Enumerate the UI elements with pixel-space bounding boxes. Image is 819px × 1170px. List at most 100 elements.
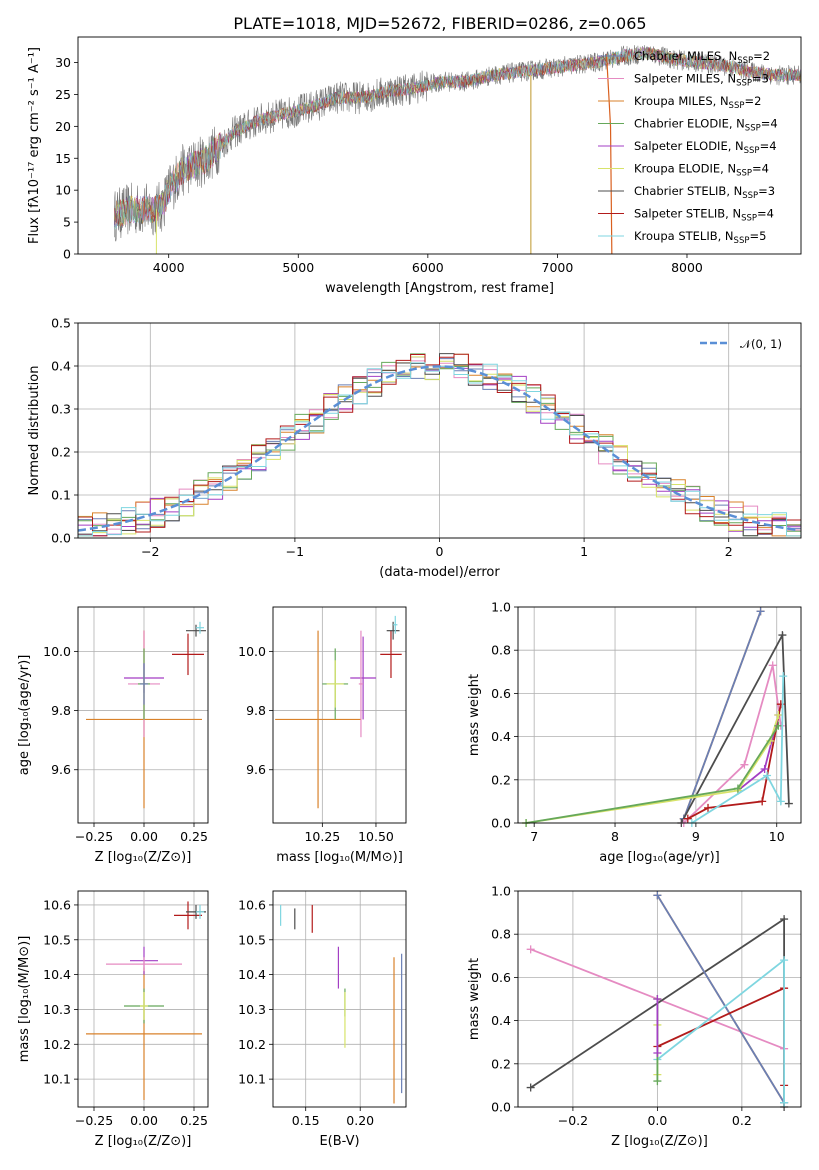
legend-label: Chabrier MILES, N [634, 49, 737, 63]
plot-border [517, 890, 802, 1108]
x-tick-label: 7000 [542, 260, 574, 275]
legend-suffix: =4 [761, 117, 778, 131]
series-marker [683, 814, 692, 823]
y-tick-label: 0.2 [491, 1056, 511, 1071]
model-spectrum [114, 46, 801, 228]
y-tick-label: 10.3 [43, 1002, 71, 1017]
series-marker [653, 1077, 662, 1086]
figure-title: PLATE=1018, MJD=52672, FIBERID=0286, z=0… [233, 14, 646, 33]
mass-weight-series [656, 894, 785, 1104]
y-tick-label: 0.4 [491, 729, 511, 744]
legend-entry: Kroupa STELIB, NSSP=5 [634, 229, 766, 246]
plot-border [77, 606, 209, 824]
x-tick-label: −1 [286, 544, 304, 559]
y-tick-label: 0.0 [51, 531, 71, 546]
mass-vs-ebv-panel: 0.15 0.20 10.1 10.2 10.3 10.4 10.5 10.6 E(B-V) [238, 890, 407, 1149]
x-axis-label: wavelength [Angstrom, rest frame] [325, 281, 554, 296]
series-marker [774, 711, 783, 719]
y-tick-label: 0.4 [491, 1013, 511, 1028]
x-tick-label: 0.15 [292, 1113, 320, 1128]
series-marker [784, 799, 793, 808]
residual-histogram-panel: −2 −1 0 1 2 0.0 0.1 0.2 0.3 0.4 0.5 (data-model)/er… [27, 316, 802, 580]
series-marker [526, 945, 535, 954]
age-vs-metallicity-panel: −0.25 0.00 0.25 9.6 9.8 10.0 Z [log₁₀(Z/Z⊙)] ag… [17, 606, 209, 865]
legend-label: Kroupa ELODIE, N [634, 162, 736, 176]
legend-entry: Chabrier MILES, NSSP=2 [634, 49, 770, 66]
x-axis-label: (data-model)/error [379, 565, 500, 580]
y-tick-label: 0.8 [491, 643, 511, 658]
mass-weight-vs-age-panel: 7 8 9 10 0.0 0.2 0.4 0.6 0.8 1.0 age [log₁₀(age/yr… [467, 600, 802, 865]
plot-border [77, 36, 802, 255]
x-tick-label: 0.25 [180, 829, 208, 844]
legend-suffix: =4 [757, 207, 774, 221]
y-axis-label: Normed distribution [27, 366, 42, 496]
y-tick-label: 10.2 [238, 1037, 266, 1052]
y-axis-label: Flux [fλ10⁻¹⁷ erg cm⁻² s⁻¹ A⁻¹] [27, 47, 42, 244]
y-tick-label: 10.0 [238, 644, 266, 659]
x-tick-label: 8000 [671, 260, 703, 275]
y-tick-label: 0.3 [51, 402, 71, 417]
series-marker [756, 607, 765, 616]
y-tick-label: 0.2 [51, 445, 71, 460]
spike [606, 56, 613, 254]
legend-sub: SSP [736, 169, 752, 179]
y-tick-label: 9.6 [51, 762, 71, 777]
legend-suffix: =4 [752, 162, 769, 176]
series-marker [653, 995, 662, 1003]
legend-label: Chabrier ELODIE, N [634, 117, 745, 131]
plot-border [517, 606, 802, 824]
legend-sub: SSP [745, 124, 761, 134]
age-vs-mass-panel: 10.25 10.50 9.6 9.8 10.0 mass [log₁₀(M/M⊙)] [238, 606, 407, 865]
histograms [78, 353, 801, 537]
series-marker [780, 956, 789, 965]
series-marker [760, 765, 769, 773]
x-tick-label: 0.00 [130, 1113, 158, 1128]
x-tick-label: 6000 [412, 260, 444, 275]
legend-sub: SSP [736, 79, 752, 89]
x-tick-label: 0.20 [346, 1113, 374, 1128]
mass-weight-series [687, 704, 782, 820]
legend-suffix: =5 [749, 229, 766, 243]
y-tick-label: 5 [63, 215, 71, 230]
y-tick-label: 0.2 [491, 772, 511, 787]
series-marker [758, 797, 767, 806]
legend-label: Chabrier STELIB, N [634, 184, 742, 198]
series-marker [653, 891, 662, 900]
legend-sub: SSP [744, 146, 760, 156]
x-tick-label: 10.50 [358, 829, 394, 844]
legend-entry: Chabrier ELODIE, NSSP=4 [634, 117, 778, 134]
x-tick-label: 10 [769, 829, 785, 844]
y-axis-label: age [log₁₀(age/yr)] [17, 655, 32, 776]
y-tick-label: 9.6 [246, 762, 266, 777]
mass-vs-metallicity-panel: −0.25 0.00 0.25 10.1 10.2 10.3 10.4 10.5 10.6 Z [… [17, 890, 209, 1149]
legend-suffix: =2 [753, 49, 770, 63]
x-tick-label: 0.0 [647, 1113, 667, 1128]
legend-suffix: =3 [758, 184, 775, 198]
series-marker [776, 797, 785, 806]
mass-weight-vs-metallicity-panel: −0.2 0.0 0.2 0.0 0.2 0.4 0.6 0.8 1.0 Z [log₁₀(Z/Z… [467, 884, 802, 1149]
series-marker [763, 771, 772, 780]
residual-histogram [78, 362, 801, 537]
y-tick-label: 20 [55, 119, 71, 134]
series-marker [780, 915, 789, 924]
legend-sub: SSP [742, 191, 758, 201]
x-tick-label: 5000 [282, 260, 314, 275]
y-tick-label: 10.1 [238, 1072, 266, 1087]
y-axis-label: mass weight [467, 674, 482, 756]
series-marker [704, 803, 713, 812]
x-axis-label: Z [log₁₀(Z/Z⊙)] [95, 850, 192, 865]
series-marker [778, 631, 787, 640]
y-tick-label: 9.8 [246, 703, 266, 718]
spectrum-lines [114, 45, 801, 254]
series-marker [526, 1083, 535, 1092]
mass-weight-series [691, 676, 785, 824]
legend-suffix: =3 [752, 72, 769, 86]
y-tick-label: 10.4 [43, 967, 71, 982]
y-tick-label: 0.1 [51, 488, 71, 503]
legend-label: Kroupa STELIB, N [634, 229, 734, 243]
series-marker [780, 1098, 789, 1107]
model-spectrum [114, 47, 801, 227]
plot-border [272, 890, 407, 1108]
spectrum-panel: 4000 5000 6000 7000 8000 0 5 10 15 20 25 30 waveleng… [27, 36, 802, 296]
